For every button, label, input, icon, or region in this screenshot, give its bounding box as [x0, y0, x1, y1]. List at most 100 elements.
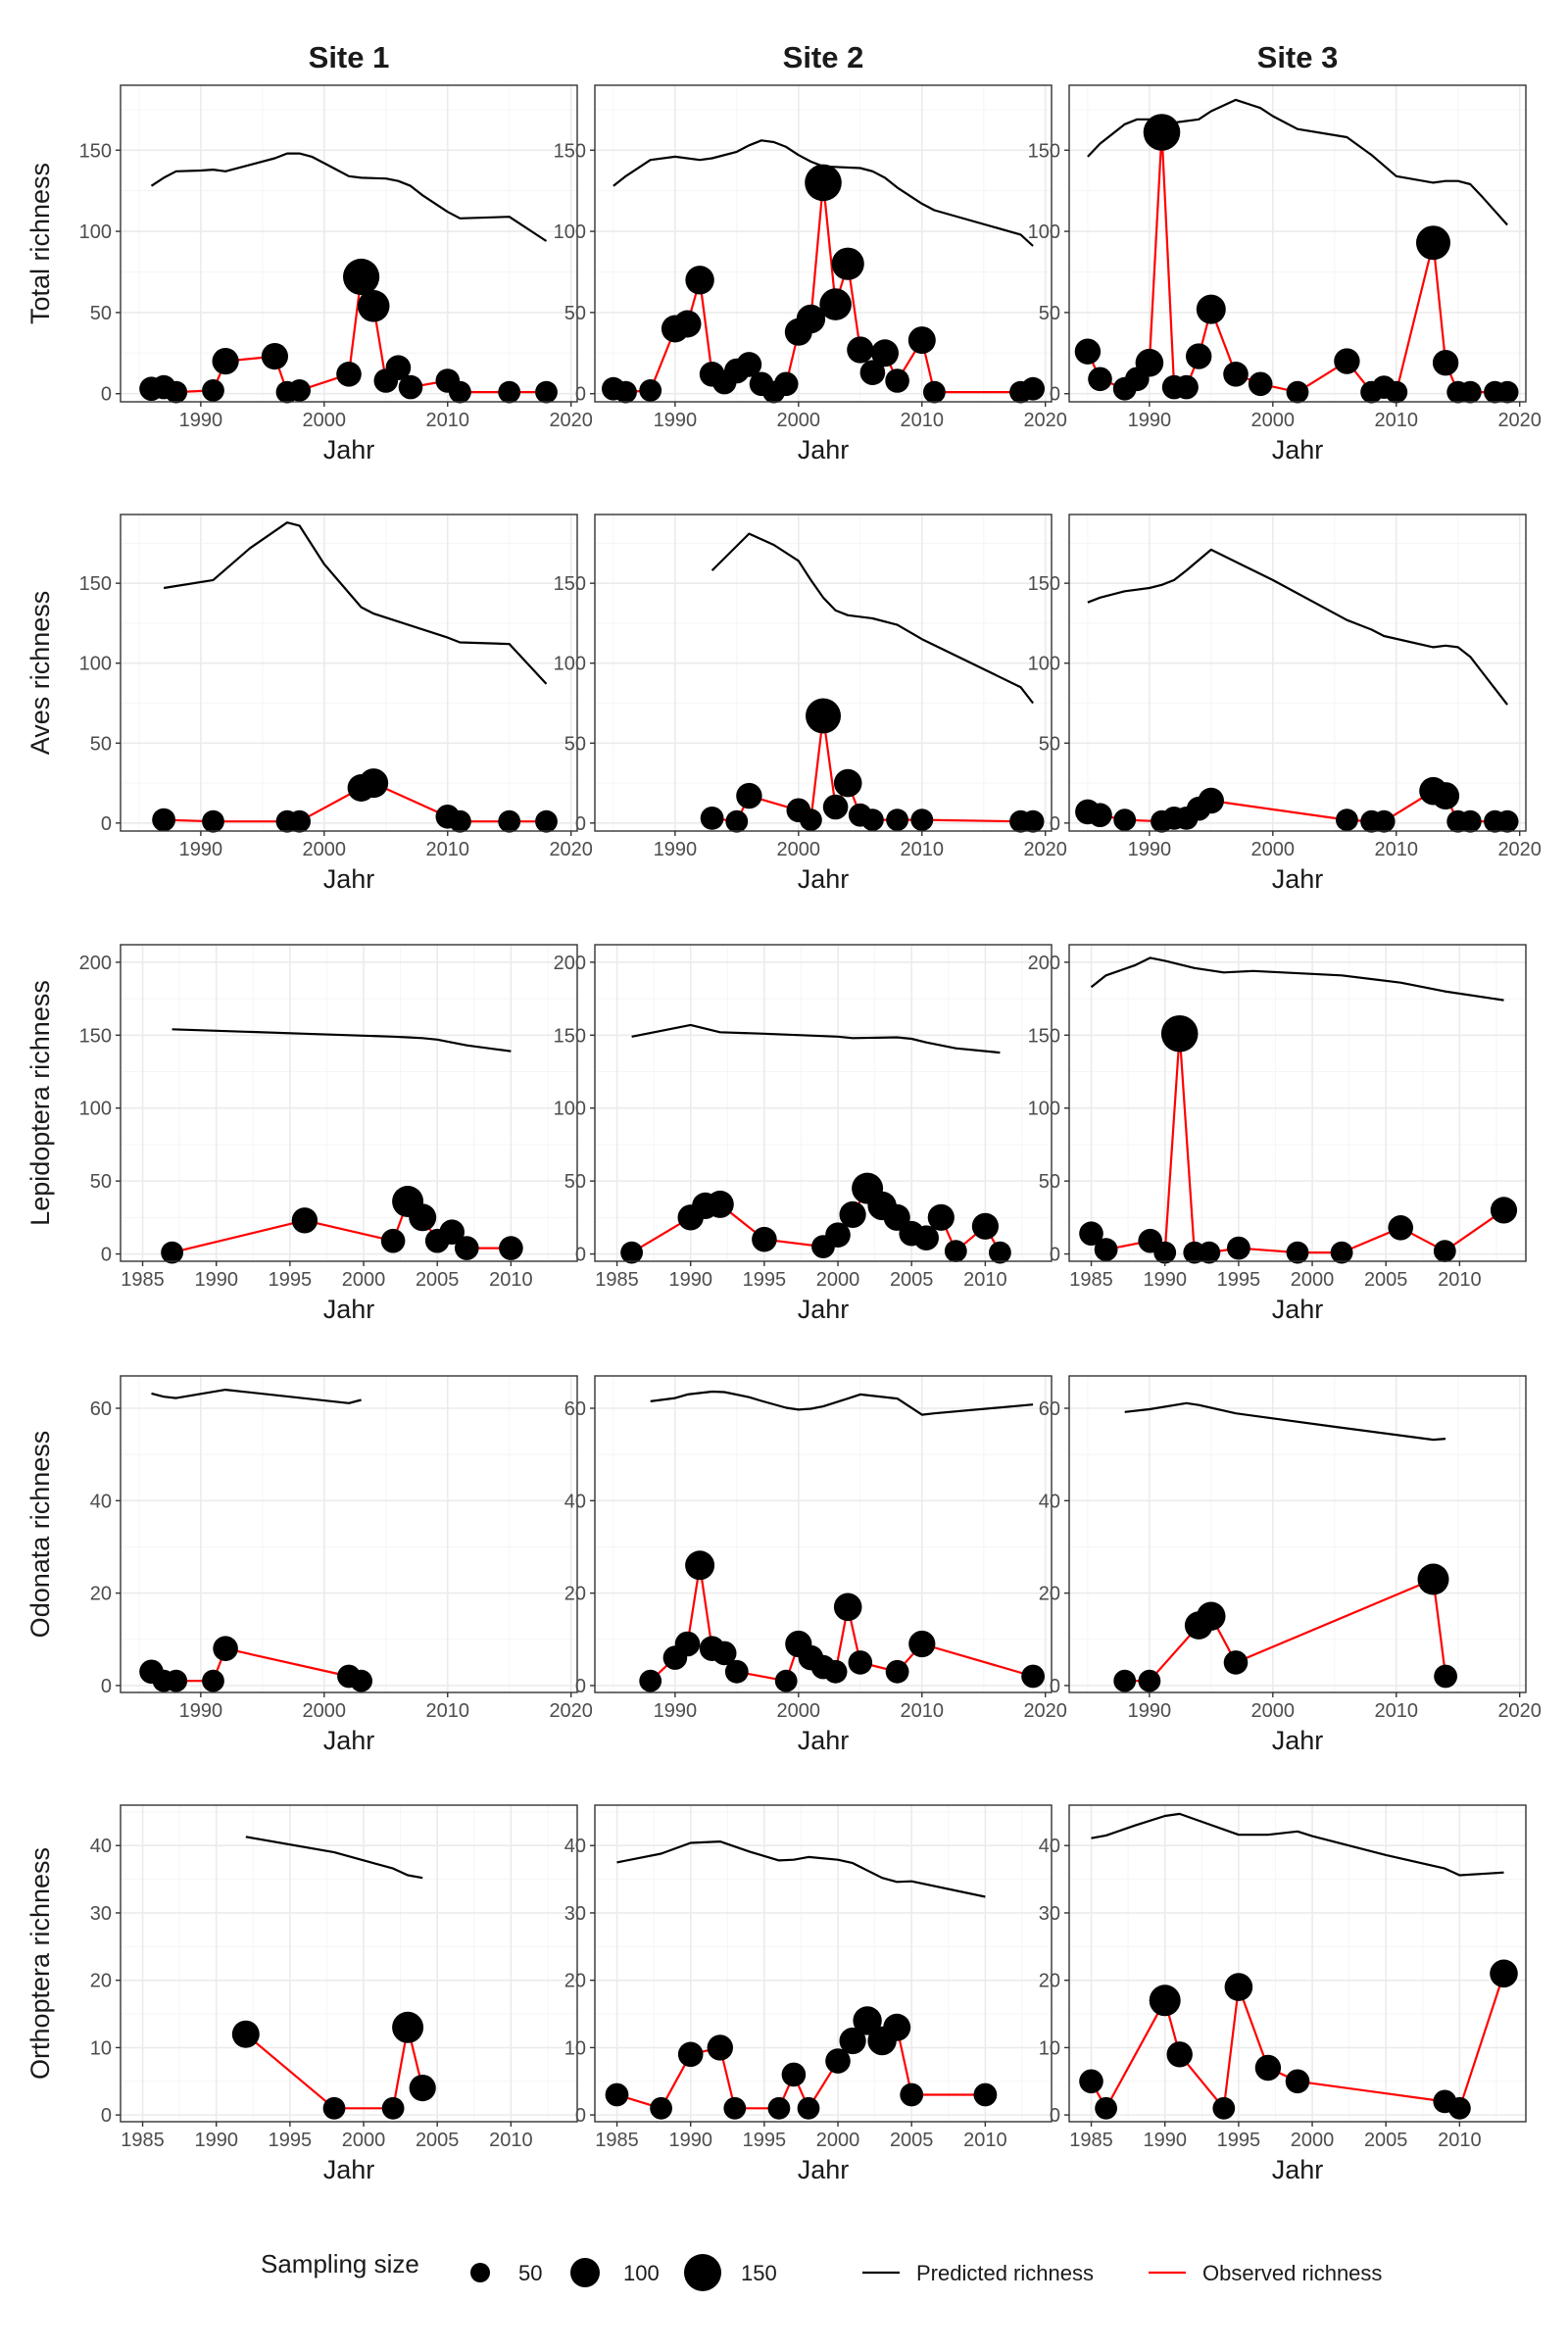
observed-point — [989, 1241, 1011, 1264]
observed-point — [1334, 348, 1360, 374]
x-axis-label: Jahr — [323, 435, 375, 465]
y-tick-label: 150 — [1028, 1025, 1060, 1047]
y-tick-label: 50 — [564, 303, 586, 324]
y-tick-label: 100 — [1028, 221, 1060, 243]
x-tick-label: 1990 — [1143, 2130, 1187, 2151]
y-tick-label: 50 — [90, 1171, 112, 1193]
predicted-richness-line — [1087, 548, 1508, 706]
observed-point — [677, 2041, 704, 2068]
x-tick-label: 2000 — [303, 410, 347, 431]
observed-point — [165, 380, 188, 404]
observed-point — [1285, 2069, 1310, 2094]
x-tick-label: 2000 — [342, 2130, 386, 2151]
observed-point — [1113, 808, 1137, 831]
x-axis-label: Jahr — [1272, 2155, 1324, 2184]
panel-background — [1069, 1805, 1526, 2122]
x-tick-label: 2020 — [1023, 410, 1067, 431]
observed-point — [1223, 1650, 1249, 1675]
y-tick-label: 40 — [90, 1491, 112, 1512]
observed-point — [291, 1207, 318, 1234]
observed-point — [605, 2082, 629, 2107]
observed-point — [1495, 809, 1519, 833]
facet-panel: 1985 1990 1995 2000 2005 2010 0 50 100 150 200 Jahr — [79, 944, 578, 1324]
panel-background — [1069, 85, 1526, 402]
y-tick-label: 20 — [1039, 1584, 1060, 1605]
observed-point — [725, 809, 749, 833]
observed-point — [674, 1631, 701, 1657]
panel-background — [121, 945, 577, 1261]
facet-panel: 1985 1990 1995 2000 2005 2010 0 50 100 150 200 Jahr — [1028, 944, 1527, 1324]
x-tick-label: 2010 — [489, 1269, 533, 1291]
observed-point — [499, 1236, 523, 1260]
legend-size-dot-medium — [570, 2258, 600, 2287]
observed-point — [859, 360, 886, 386]
observed-point — [202, 1669, 224, 1692]
observed-point — [1153, 1241, 1177, 1264]
observed-point — [823, 1659, 848, 1684]
y-tick-label: 100 — [79, 654, 112, 675]
x-axis-label: Jahr — [798, 1295, 850, 1324]
panel-background — [121, 1376, 577, 1692]
observed-point — [685, 1550, 715, 1581]
x-tick-label: 2020 — [1497, 839, 1542, 860]
x-axis-label: Jahr — [1272, 864, 1324, 894]
y-tick-label: 100 — [1028, 654, 1060, 675]
facet-row: Total richness 1990 2000 2010 2020 0 50 100 150 J… — [25, 84, 1542, 465]
observed-point — [1336, 808, 1358, 831]
observed-point — [1197, 1601, 1226, 1631]
facet-panel: 1990 2000 2010 2020 0 50 100 150 Jahr — [554, 84, 1067, 465]
y-tick-label: 50 — [90, 733, 112, 755]
y-tick-label: 150 — [1028, 140, 1060, 162]
observed-point — [380, 1228, 406, 1253]
y-tick-label: 100 — [79, 221, 112, 243]
panel-border — [1068, 84, 1527, 403]
observed-point — [650, 2096, 672, 2120]
observed-point — [907, 326, 936, 355]
observed-point — [1113, 1669, 1137, 1692]
observed-point — [1186, 343, 1212, 369]
observed-point — [1495, 380, 1519, 404]
observed-point — [871, 339, 899, 368]
x-tick-label: 2010 — [901, 410, 945, 431]
y-tick-label: 30 — [1039, 1903, 1060, 1925]
y-tick-label: 100 — [554, 221, 586, 243]
facet-row: Orthoptera richness 1985 1990 1995 2000 2005 2… — [25, 1804, 1527, 2184]
x-tick-label: 2010 — [963, 2130, 1007, 2151]
panel-border — [120, 84, 578, 403]
y-tick-label: 200 — [1028, 953, 1060, 974]
observed-point — [706, 1190, 734, 1218]
panel-border — [594, 1804, 1053, 2123]
y-axis-label: Orthoptera richness — [25, 1847, 55, 2080]
panel-background — [1069, 514, 1526, 831]
y-tick-label: 150 — [554, 140, 586, 162]
y-tick-label: 60 — [1039, 1398, 1060, 1420]
observed-point — [535, 809, 558, 833]
x-tick-label: 2010 — [1438, 1269, 1482, 1291]
x-axis-label: Jahr — [323, 864, 375, 894]
x-tick-label: 2005 — [1364, 2130, 1408, 2151]
y-tick-label: 100 — [554, 654, 586, 675]
panel-background — [121, 514, 577, 831]
y-tick-label: 150 — [554, 573, 586, 595]
observed-point — [673, 310, 702, 338]
y-tick-label: 0 — [1050, 1676, 1060, 1697]
x-tick-label: 2010 — [901, 839, 945, 860]
y-tick-label: 40 — [90, 1836, 112, 1857]
y-tick-label: 150 — [554, 1025, 586, 1047]
panel-background — [595, 945, 1052, 1261]
legend-size-title: Sampling size — [261, 2249, 419, 2278]
facet-panel: 1985 1990 1995 2000 2005 2010 0 10 20 30 40 Jahr — [90, 1804, 578, 2184]
observed-point — [1166, 2041, 1193, 2068]
observed-point — [381, 2096, 405, 2120]
facet-panel: 1990 2000 2010 2020 0 50 100 150 Jahr — [554, 514, 1067, 894]
legend-predicted-label: Predicted richness — [916, 2261, 1094, 2285]
y-tick-label: 30 — [564, 1903, 586, 1925]
facet-panel: 1985 1990 1995 2000 2005 2010 0 10 20 30 40 Jahr — [564, 1804, 1053, 2184]
observed-point — [409, 2075, 436, 2102]
observed-point — [1388, 1215, 1413, 1241]
x-tick-label: 2000 — [816, 1269, 860, 1291]
y-tick-label: 60 — [90, 1398, 112, 1420]
panel-border — [120, 944, 578, 1262]
observed-point — [973, 2082, 998, 2107]
observed-point — [908, 1630, 936, 1658]
